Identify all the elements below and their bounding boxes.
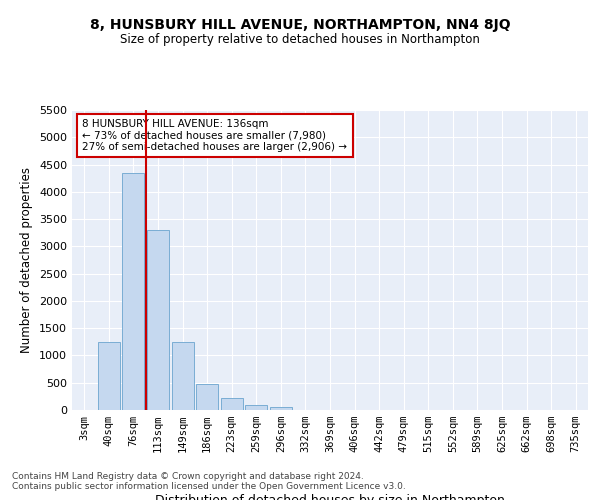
Bar [245, 405, 268, 410]
Text: Contains HM Land Registry data © Crown copyright and database right 2024.: Contains HM Land Registry data © Crown c… [12, 472, 364, 481]
Text: Size of property relative to detached houses in Northampton: Size of property relative to detached ho… [120, 32, 480, 46]
Text: 8 HUNSBURY HILL AVENUE: 136sqm
← 73% of detached houses are smaller (7,980)
27% : 8 HUNSBURY HILL AVENUE: 136sqm ← 73% of … [82, 119, 347, 152]
Bar [147, 230, 169, 410]
Text: Contains public sector information licensed under the Open Government Licence v3: Contains public sector information licen… [12, 482, 406, 491]
Y-axis label: Number of detached properties: Number of detached properties [20, 167, 34, 353]
Bar [221, 398, 243, 410]
Bar [172, 342, 194, 410]
Bar [270, 406, 292, 410]
Bar [122, 172, 145, 410]
Bar [98, 342, 120, 410]
Bar [196, 384, 218, 410]
X-axis label: Distribution of detached houses by size in Northampton: Distribution of detached houses by size … [155, 494, 505, 500]
Text: 8, HUNSBURY HILL AVENUE, NORTHAMPTON, NN4 8JQ: 8, HUNSBURY HILL AVENUE, NORTHAMPTON, NN… [89, 18, 511, 32]
